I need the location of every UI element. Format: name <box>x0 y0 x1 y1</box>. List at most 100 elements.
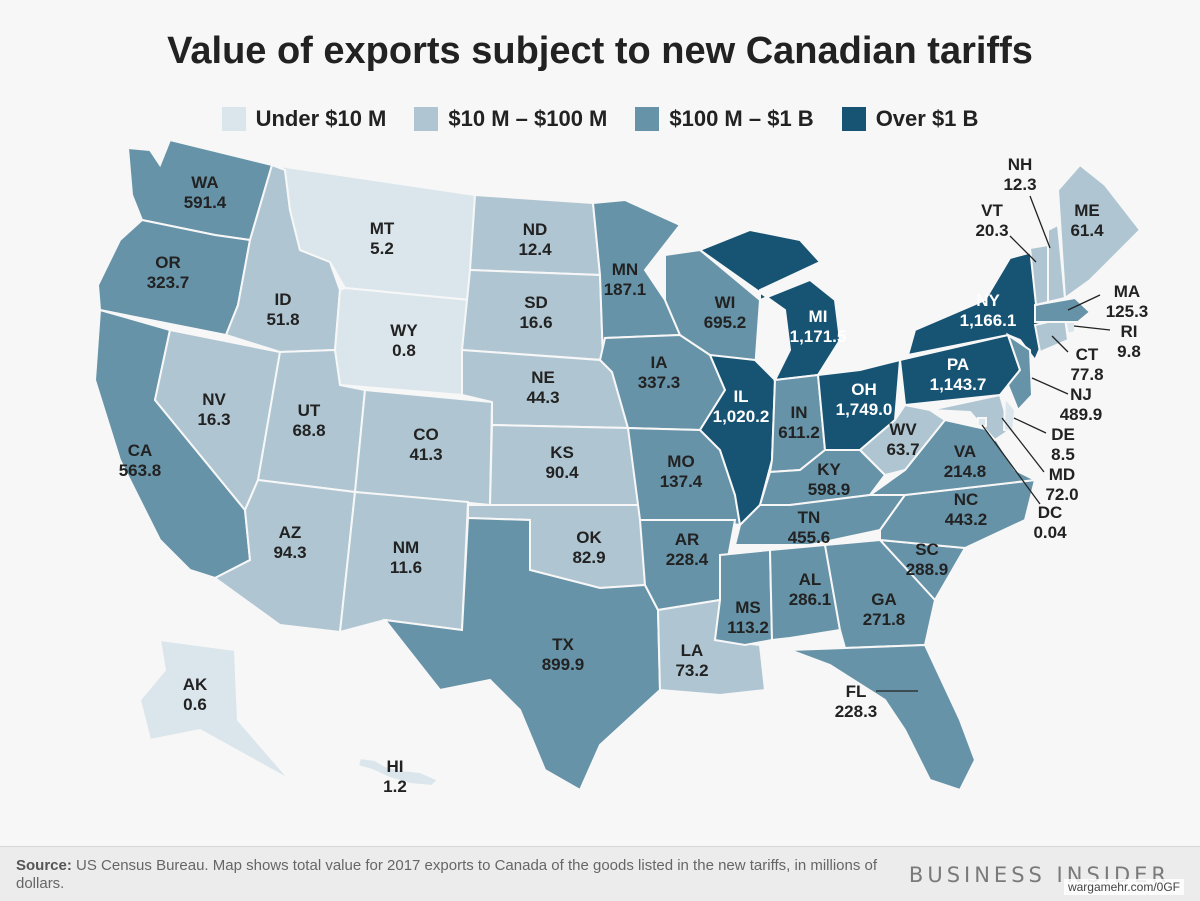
state-label-in: IN <box>791 403 808 422</box>
state-value-wa: 591.4 <box>184 193 227 212</box>
state-value-mi: 1,171.5 <box>790 327 847 346</box>
leader-line-ri <box>1073 325 1111 331</box>
state-label-me: ME <box>1074 201 1100 220</box>
state-value-mo: 137.4 <box>660 472 703 491</box>
state-value-ms: 113.2 <box>727 618 769 637</box>
state-label-ct: CT <box>1076 345 1099 364</box>
state-label-ny: NY <box>976 291 1000 310</box>
state-nj[interactable] <box>1006 332 1034 412</box>
svg-text:NY1,166.1: NY 1,166.1 <box>960 291 1017 330</box>
state-value-hi: 1.2 <box>383 777 407 796</box>
svg-text:MT5.2: MT 5.2 <box>370 219 395 258</box>
legend-swatch <box>635 107 660 131</box>
state-value-nc: 443.2 <box>945 510 988 529</box>
legend-label: Under $10 M <box>255 106 387 131</box>
state-value-or: 323.7 <box>147 273 190 292</box>
state-label-or: OR <box>155 253 181 272</box>
leader-line-dc <box>981 424 1041 505</box>
source-note: Source: US Census Bureau. Map shows tota… <box>16 857 916 893</box>
svg-text:DE8.5: DE 8.5 <box>1051 425 1075 464</box>
state-ma[interactable] <box>1034 296 1092 323</box>
state-label-il: IL <box>733 387 748 406</box>
leader-line-md <box>1001 417 1045 473</box>
state-value-ks: 90.4 <box>545 463 579 482</box>
state-fl[interactable] <box>789 643 977 792</box>
state-label-az: AZ <box>279 523 302 542</box>
state-value-tx: 899.9 <box>542 655 585 674</box>
state-value-nd: 12.4 <box>518 240 552 259</box>
state-label-va: VA <box>954 442 976 461</box>
state-value-il: 1,020.2 <box>713 407 770 426</box>
state-value-fl: 228.3 <box>835 702 878 721</box>
state-value-dc: 0.04 <box>1033 523 1067 542</box>
state-label-ms: MS <box>735 598 761 617</box>
svg-text:AK0.6: AK 0.6 <box>183 675 208 714</box>
state-tx[interactable] <box>382 516 662 792</box>
state-md[interactable] <box>929 393 1012 442</box>
state-label-oh: OH <box>851 380 877 399</box>
svg-text:DC0.04: DC 0.04 <box>1033 503 1067 542</box>
state-value-la: 73.2 <box>675 661 708 680</box>
legend-item-100m-1b: $100 M – $1 B <box>635 106 814 132</box>
legend-swatch <box>221 107 246 131</box>
svg-text:RI9.8: RI 9.8 <box>1117 322 1141 361</box>
state-value-me: 61.4 <box>1070 221 1104 240</box>
state-value-al: 286.1 <box>789 590 832 609</box>
state-label-id: ID <box>275 290 292 309</box>
state-value-ar: 228.4 <box>666 550 709 569</box>
state-label-ma: MA <box>1114 282 1140 301</box>
state-value-wi: 695.2 <box>704 313 747 332</box>
state-value-vt: 20.3 <box>975 221 1008 240</box>
state-value-nm: 11.6 <box>390 558 422 577</box>
us-map: WA 591.4 OR 323.7 CA 563.8 NV 16.3 ID 51.8 MT… <box>93 138 1148 796</box>
state-label-nj: NJ <box>1070 385 1092 404</box>
svg-text:IL1,020.2: IL 1,020.2 <box>713 387 770 426</box>
svg-text:HI1.2: HI 1.2 <box>383 757 407 796</box>
state-wv[interactable] <box>858 403 947 477</box>
state-label-al: AL <box>799 570 822 589</box>
watermark: wargamehr.com/0GF <box>1063 879 1184 895</box>
state-label-vt: VT <box>981 201 1003 220</box>
footer: Source: US Census Bureau. Map shows tota… <box>0 846 1200 901</box>
state-ak[interactable] <box>138 638 291 781</box>
state-value-nj: 489.9 <box>1060 405 1103 424</box>
state-label-sd: SD <box>524 293 548 312</box>
legend-item-10m-100m: $10 M – $100 M <box>414 106 607 132</box>
state-label-de: DE <box>1051 425 1075 444</box>
leader-line-nh <box>1029 195 1051 249</box>
state-label-pa: PA <box>947 355 969 374</box>
state-dc[interactable] <box>977 417 987 427</box>
state-mi[interactable] <box>697 228 842 382</box>
state-value-ut: 68.8 <box>292 421 325 440</box>
state-label-tn: TN <box>798 508 821 527</box>
state-me[interactable] <box>1056 163 1142 300</box>
state-al[interactable] <box>768 543 842 642</box>
state-value-ak: 0.6 <box>183 695 207 714</box>
state-hi[interactable] <box>356 756 440 788</box>
state-label-nm: NM <box>393 538 419 557</box>
state-value-va: 214.8 <box>944 462 987 481</box>
state-label-dc: DC <box>1038 503 1063 522</box>
